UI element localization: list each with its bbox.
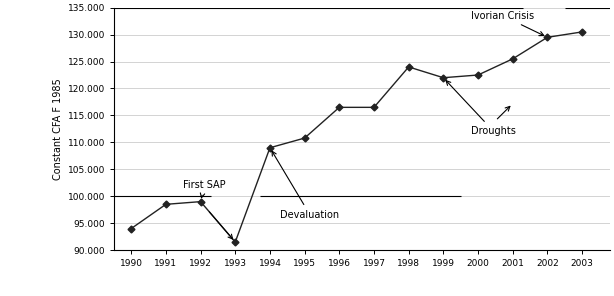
Text: First SAP: First SAP — [183, 180, 226, 198]
Y-axis label: Constant CFA F 1985: Constant CFA F 1985 — [53, 78, 63, 180]
Text: Ivorian Crisis: Ivorian Crisis — [471, 11, 544, 36]
Text: Droughts: Droughts — [446, 81, 516, 136]
Text: Devaluation: Devaluation — [272, 151, 340, 220]
